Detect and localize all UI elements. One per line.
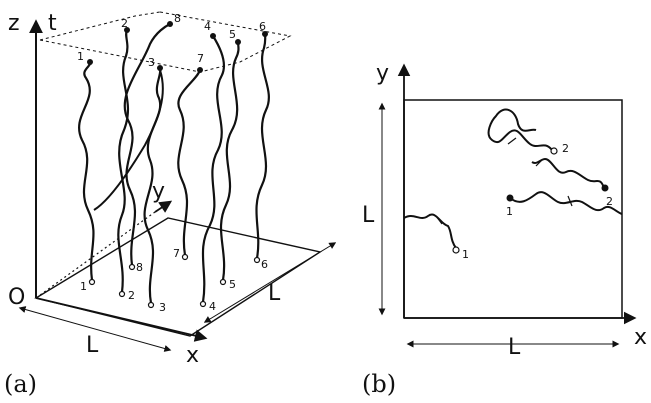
worldline-5 <box>219 41 240 281</box>
bottom-point-4 <box>199 300 207 308</box>
point-1-filled <box>506 194 514 202</box>
bottom-point-6 <box>253 256 261 264</box>
top-number-8: 8 <box>174 12 181 25</box>
point-1-open <box>452 246 460 254</box>
bottom-point-5 <box>219 278 227 286</box>
worldline-8 <box>123 23 171 266</box>
top-point-5 <box>235 39 241 45</box>
top-point-8 <box>167 21 173 27</box>
panel-a: z t O y x L L 1 2 3 4 5 6 7 8 1 2 3 4 5 … <box>4 11 337 398</box>
top-point-6 <box>262 31 268 37</box>
worldline-link <box>93 69 164 211</box>
bottom-number-1: 1 <box>80 280 87 293</box>
bottom-number-5: 5 <box>229 278 236 291</box>
dimension-side <box>203 242 337 323</box>
top-point-3 <box>157 65 163 71</box>
bottom-point-8 <box>128 263 136 271</box>
b-box <box>403 99 623 319</box>
top-number-2: 2 <box>121 17 128 30</box>
bottom-endpoints <box>88 253 261 309</box>
worldline-4 <box>201 35 225 303</box>
trajectory-2-left <box>487 108 553 151</box>
b-bottom-length-label: L <box>508 335 521 360</box>
top-point-4 <box>210 33 216 39</box>
worldline-7 <box>177 69 202 256</box>
point-label-2-filled: 2 <box>606 195 613 208</box>
b-left-length-label: L <box>362 203 375 228</box>
point-label-1-open: 1 <box>462 248 469 261</box>
top-edge-back <box>39 11 161 41</box>
bottom-number-3: 3 <box>159 301 166 314</box>
bottom-point-7 <box>181 253 189 261</box>
y-axis-hidden <box>35 211 156 299</box>
trajectory-2-right <box>531 158 605 189</box>
bottom-point-2 <box>118 290 126 298</box>
top-edge-right <box>159 11 292 63</box>
bottom-point-3 <box>147 301 155 309</box>
point-label-2-open: 2 <box>562 142 569 155</box>
top-number-1: 1 <box>77 50 84 63</box>
dimension-front <box>18 306 172 352</box>
bottom-number-4: 4 <box>209 300 216 313</box>
bottom-number-7: 7 <box>173 247 180 260</box>
top-point-1 <box>87 59 93 65</box>
bottom-point-1 <box>88 278 96 286</box>
point-2-filled <box>601 184 609 192</box>
trajectories <box>403 108 623 249</box>
worldline-1 <box>78 61 95 281</box>
b-y-label: y <box>376 61 389 86</box>
top-point-2 <box>124 27 130 33</box>
top-number-4: 4 <box>204 20 211 33</box>
origin-label: O <box>8 285 25 310</box>
worldline-2 <box>117 29 129 293</box>
direction-ticks <box>435 137 573 225</box>
z-label: z <box>8 11 20 36</box>
worldlines <box>78 23 270 304</box>
panel-b: 1 2 1 2 y x L L (b) <box>362 61 647 398</box>
bottom-number-6: 6 <box>261 258 268 271</box>
y-axis-arrow <box>154 200 173 213</box>
worldline-6 <box>255 33 270 259</box>
trajectory-1-left <box>403 213 457 249</box>
point-label-1-filled: 1 <box>506 205 513 218</box>
bottom-number-8: 8 <box>136 261 143 274</box>
panel-a-caption: (a) <box>4 370 37 398</box>
top-edge-front <box>39 39 241 73</box>
bottom-number-2: 2 <box>128 289 135 302</box>
top-number-5: 5 <box>229 28 236 41</box>
x-label: x <box>186 343 199 368</box>
t-label: t <box>48 11 57 36</box>
base-square <box>34 217 322 337</box>
b-x-label: x <box>634 325 647 350</box>
point-2-open <box>550 147 558 155</box>
top-number-3: 3 <box>148 56 155 69</box>
top-point-7 <box>197 67 203 73</box>
front-length-label: L <box>86 333 99 358</box>
worldline-3 <box>143 67 162 304</box>
panel-b-caption: (b) <box>362 370 396 398</box>
top-number-7: 7 <box>197 52 204 65</box>
top-number-6: 6 <box>259 20 266 33</box>
side-length-label: L <box>268 281 281 306</box>
top-endpoints <box>87 21 268 73</box>
y-label: y <box>152 179 165 204</box>
